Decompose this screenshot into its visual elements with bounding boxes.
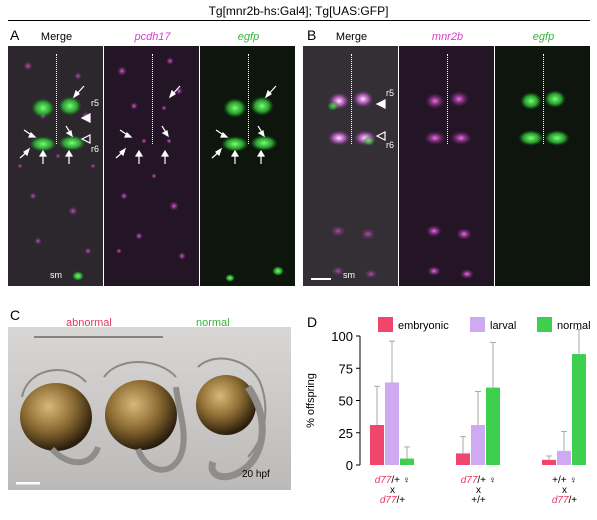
legend-label-larval: larval <box>490 320 516 332</box>
panel-b-merge-midline <box>351 54 352 144</box>
panel-a-label: A <box>10 27 20 43</box>
legend-swatch-larval <box>470 317 485 332</box>
panel-a-merge-image: r5 r6 sm <box>8 46 103 286</box>
y-axis-label: % offspring <box>305 373 317 428</box>
panel-a-egfp-signal <box>211 85 284 282</box>
panel-d-label: D <box>307 314 318 330</box>
y-tick-label-25: 25 <box>339 426 353 441</box>
panel-b-egfp-header: egfp <box>532 31 555 43</box>
category-2-line-3: +/+ <box>471 495 486 506</box>
panel-c-abnormal-label: abnormal <box>66 317 112 329</box>
panel-a-pcdh17-image <box>104 46 199 286</box>
bar-normal-1 <box>400 458 414 465</box>
panel-b-scale-bar <box>311 278 331 280</box>
category-3-line-3: d77/+ <box>552 495 577 506</box>
panel-d-chart: 0 25 50 75 100 % offspring embryonic larval norm… <box>305 317 591 506</box>
y-tick-label-50: 50 <box>339 394 353 409</box>
legend-swatch-normal <box>537 317 552 332</box>
title-divider <box>8 20 590 21</box>
panel-c-embryos <box>8 327 291 490</box>
category-3-line-1: +/+ ♀ <box>552 475 577 486</box>
panel-a-pcdh17-signal <box>115 57 186 260</box>
y-tick-label-75: 75 <box>339 361 353 376</box>
panel-a-merge-midline <box>56 54 57 144</box>
panel-a-r6-label: r6 <box>91 144 100 154</box>
panel-b-r5-label: r5 <box>386 88 395 98</box>
category-1-line-3: d77/+ <box>380 495 405 506</box>
panel-b-merge-image: r5 r6 sm <box>303 46 398 286</box>
figure-title: Tg[mnr2b-hs:Gal4]; Tg[UAS:GFP] <box>208 4 389 18</box>
panel-b-egfp-midline <box>543 54 544 144</box>
panel-b-mnr2b-midline <box>447 54 448 144</box>
panel-b-mnr2b-signal <box>424 91 474 279</box>
panel-b-egfp-image <box>495 46 590 286</box>
bar-embryonic-3 <box>542 459 556 465</box>
panel-a-merge-header: Merge <box>40 31 73 43</box>
panel-c-normal-label: normal <box>196 317 230 329</box>
panel-a-pcdh17-midline <box>152 54 153 144</box>
panel-a-egfp-header: egfp <box>237 31 260 43</box>
bar-larval-2 <box>471 425 485 465</box>
panel-b-sm-label: sm <box>343 270 355 280</box>
panel-a-pcdh17-header: pcdh17 <box>134 31 171 43</box>
y-tick-label-100: 100 <box>331 329 353 344</box>
panel-b-mnr2b-image <box>399 46 494 286</box>
bar-normal-3 <box>572 354 586 465</box>
panel-b-merge-header: Merge <box>335 31 368 43</box>
legend-label-embryonic: embryonic <box>398 320 449 332</box>
category-2-line-1: d77/+ ♀ <box>461 475 497 486</box>
panel-b-merge-signal <box>327 90 386 279</box>
bar-normal-2 <box>486 387 500 465</box>
y-tick-label-0: 0 <box>346 458 353 473</box>
panel-a-merge-signal <box>17 61 96 281</box>
panel-b-egfp-signal <box>518 90 570 146</box>
panel-c-label: C <box>10 307 21 323</box>
panel-b-mnr2b-header: mnr2b <box>431 31 464 43</box>
panel-a-r5-label: r5 <box>91 98 100 108</box>
bar-larval-1 <box>385 382 399 465</box>
panel-a-sm-label: sm <box>50 270 62 280</box>
bar-embryonic-1 <box>370 425 384 465</box>
panel-c-embryo-image: 20 hpf <box>8 327 291 490</box>
category-1-line-2: x <box>390 485 395 496</box>
panel-b-r6-label: r6 <box>386 140 395 150</box>
category-1-line-1: d77/+ ♀ <box>375 475 411 486</box>
category-3-line-2: x <box>562 485 567 496</box>
category-2-line-2: x <box>476 485 481 496</box>
legend-label-normal: normal <box>557 320 591 332</box>
panel-a-egfp-image <box>200 46 295 286</box>
legend-swatch-embryonic <box>378 317 393 332</box>
panel-b-label: B <box>307 27 317 43</box>
bar-larval-3 <box>557 450 571 465</box>
panel-a-egfp-midline <box>248 54 249 144</box>
panel-c-stage-label: 20 hpf <box>242 469 270 480</box>
bar-embryonic-2 <box>456 453 470 465</box>
